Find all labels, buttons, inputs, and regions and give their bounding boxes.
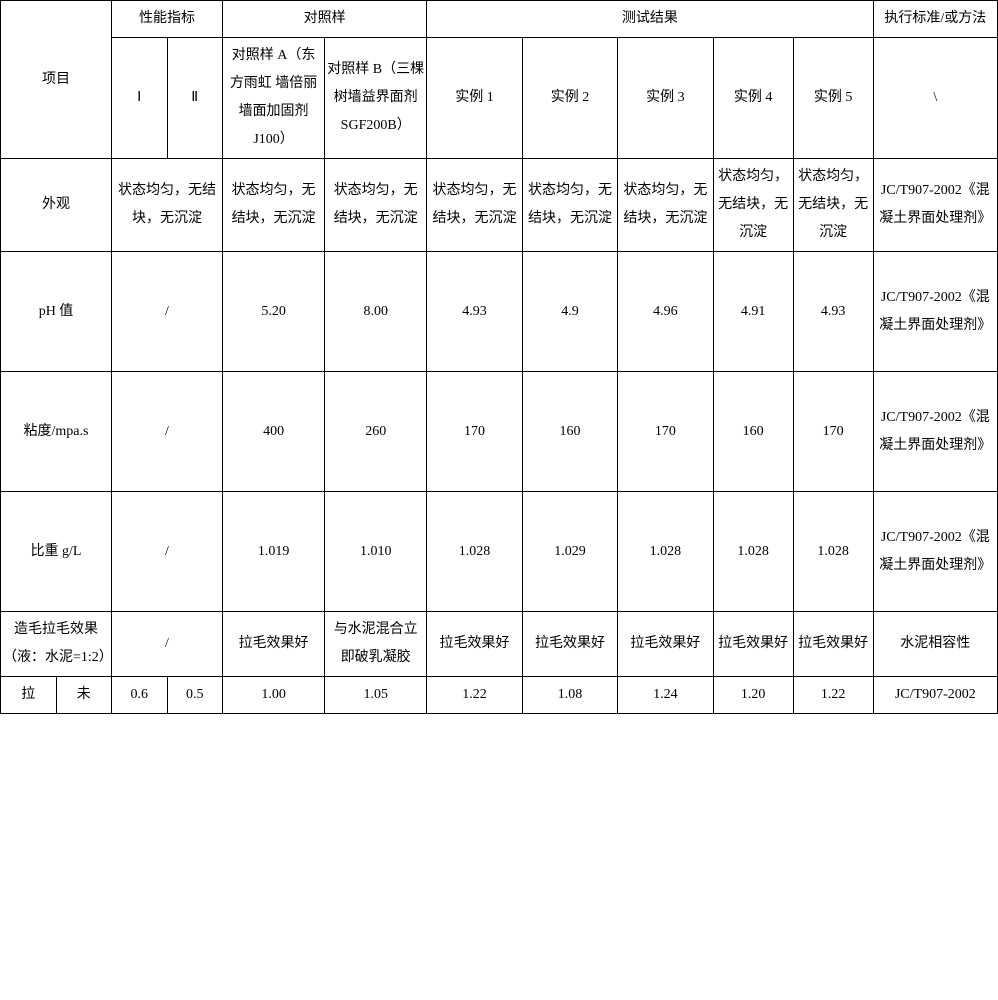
cell-tensile-l2: 未 — [56, 677, 112, 714]
cell-napping-ex2: 拉毛效果好 — [522, 612, 617, 677]
hdr-col-ii: Ⅱ — [167, 38, 223, 159]
cell-napping-perf: / — [112, 612, 223, 677]
cell-tensile-ii: 0.5 — [167, 677, 223, 714]
cell-ph-label: pH 值 — [1, 252, 112, 372]
row-ph: pH 值 / 5.20 8.00 4.93 4.9 4.96 4.91 4.93… — [1, 252, 998, 372]
cell-viscosity-ex4: 160 — [713, 372, 793, 492]
row-density: 比重 g/L / 1.019 1.010 1.028 1.029 1.028 1… — [1, 492, 998, 612]
cell-viscosity-refa: 400 — [223, 372, 325, 492]
cell-tensile-ex3: 1.24 — [618, 677, 713, 714]
row-tensile: 拉 未 0.6 0.5 1.00 1.05 1.22 1.08 1.24 1.2… — [1, 677, 998, 714]
cell-viscosity-perf: / — [112, 372, 223, 492]
cell-viscosity-ex5: 170 — [793, 372, 873, 492]
cell-viscosity-ex1: 170 — [427, 372, 522, 492]
cell-viscosity-refb: 260 — [325, 372, 427, 492]
row-viscosity: 粘度/mpa.s / 400 260 170 160 170 160 170 J… — [1, 372, 998, 492]
hdr-backslash: \ — [873, 38, 997, 159]
cell-ph-std: JC/T907-2002《混凝土界面处理剂》 — [873, 252, 997, 372]
hdr-ref-b: 对照样 B（三棵树墙益界面剂 SGF200B） — [325, 38, 427, 159]
cell-viscosity-label: 粘度/mpa.s — [1, 372, 112, 492]
header-row-2: Ⅰ Ⅱ 对照样 A（东方雨虹 墙倍丽墙面加固剂 J100） 对照样 B（三棵树墙… — [1, 38, 998, 159]
cell-appearance-ex1: 状态均匀，无结块，无沉淀 — [427, 159, 522, 252]
cell-viscosity-std: JC/T907-2002《混凝土界面处理剂》 — [873, 372, 997, 492]
cell-appearance-ex3: 状态均匀，无结块，无沉淀 — [618, 159, 713, 252]
hdr-ref: 对照样 — [223, 1, 427, 38]
cell-tensile-std: JC/T907-2002 — [873, 677, 997, 714]
cell-appearance-refb: 状态均匀，无结块，无沉淀 — [325, 159, 427, 252]
cell-ph-ex4: 4.91 — [713, 252, 793, 372]
hdr-project: 项目 — [1, 1, 112, 159]
hdr-ref-a: 对照样 A（东方雨虹 墙倍丽墙面加固剂 J100） — [223, 38, 325, 159]
cell-tensile-refa: 1.00 — [223, 677, 325, 714]
cell-ph-ex1: 4.93 — [427, 252, 522, 372]
cell-appearance-ex2: 状态均匀，无结块，无沉淀 — [522, 159, 617, 252]
cell-ph-ex3: 4.96 — [618, 252, 713, 372]
row-appearance: 外观 状态均匀，无结块，无沉淀 状态均匀，无结块，无沉淀 状态均匀，无结块，无沉… — [1, 159, 998, 252]
cell-density-ex5: 1.028 — [793, 492, 873, 612]
cell-napping-ex5: 拉毛效果好 — [793, 612, 873, 677]
cell-density-std: JC/T907-2002《混凝土界面处理剂》 — [873, 492, 997, 612]
cell-ph-ex5: 4.93 — [793, 252, 873, 372]
cell-density-refa: 1.019 — [223, 492, 325, 612]
cell-tensile-ex4: 1.20 — [713, 677, 793, 714]
header-row-1: 项目 性能指标 对照样 测试结果 执行标准/或方法 — [1, 1, 998, 38]
hdr-col-i: Ⅰ — [112, 38, 168, 159]
cell-viscosity-ex3: 170 — [618, 372, 713, 492]
cell-density-ex3: 1.028 — [618, 492, 713, 612]
cell-napping-label: 造毛拉毛效果（液：水泥=1:2） — [1, 612, 112, 677]
cell-tensile-ex2: 1.08 — [522, 677, 617, 714]
cell-viscosity-ex2: 160 — [522, 372, 617, 492]
cell-density-label: 比重 g/L — [1, 492, 112, 612]
cell-tensile-i: 0.6 — [112, 677, 168, 714]
cell-napping-std: 水泥相容性 — [873, 612, 997, 677]
cell-density-ex2: 1.029 — [522, 492, 617, 612]
cell-napping-ex4: 拉毛效果好 — [713, 612, 793, 677]
hdr-ex3: 实例 3 — [618, 38, 713, 159]
cell-tensile-ex1: 1.22 — [427, 677, 522, 714]
cell-tensile-l1: 拉 — [1, 677, 57, 714]
row-napping: 造毛拉毛效果（液：水泥=1:2） / 拉毛效果好 与水泥混合立即破乳凝胶 拉毛效… — [1, 612, 998, 677]
cell-napping-ex1: 拉毛效果好 — [427, 612, 522, 677]
cell-napping-ex3: 拉毛效果好 — [618, 612, 713, 677]
cell-ph-ex2: 4.9 — [522, 252, 617, 372]
hdr-test-result: 测试结果 — [427, 1, 873, 38]
cell-density-refb: 1.010 — [325, 492, 427, 612]
cell-appearance-ex5: 状态均匀，无结块，无沉淀 — [793, 159, 873, 252]
cell-appearance-refa: 状态均匀，无结块，无沉淀 — [223, 159, 325, 252]
cell-appearance-label: 外观 — [1, 159, 112, 252]
cell-napping-refa: 拉毛效果好 — [223, 612, 325, 677]
cell-density-perf: / — [112, 492, 223, 612]
cell-ph-perf: / — [112, 252, 223, 372]
cell-density-ex1: 1.028 — [427, 492, 522, 612]
cell-tensile-ex5: 1.22 — [793, 677, 873, 714]
cell-ph-refa: 5.20 — [223, 252, 325, 372]
hdr-ex2: 实例 2 — [522, 38, 617, 159]
hdr-ex1: 实例 1 — [427, 38, 522, 159]
hdr-perf: 性能指标 — [112, 1, 223, 38]
cell-tensile-refb: 1.05 — [325, 677, 427, 714]
cell-ph-refb: 8.00 — [325, 252, 427, 372]
cell-appearance-ex4: 状态均匀，无结块，无沉淀 — [713, 159, 793, 252]
spec-table: 项目 性能指标 对照样 测试结果 执行标准/或方法 Ⅰ Ⅱ 对照样 A（东方雨虹… — [0, 0, 998, 714]
cell-appearance-std: JC/T907-2002《混凝土界面处理剂》 — [873, 159, 997, 252]
hdr-standard: 执行标准/或方法 — [873, 1, 997, 38]
cell-density-ex4: 1.028 — [713, 492, 793, 612]
hdr-ex5: 实例 5 — [793, 38, 873, 159]
hdr-ex4: 实例 4 — [713, 38, 793, 159]
cell-appearance-perf: 状态均匀，无结块，无沉淀 — [112, 159, 223, 252]
cell-napping-refb: 与水泥混合立即破乳凝胶 — [325, 612, 427, 677]
